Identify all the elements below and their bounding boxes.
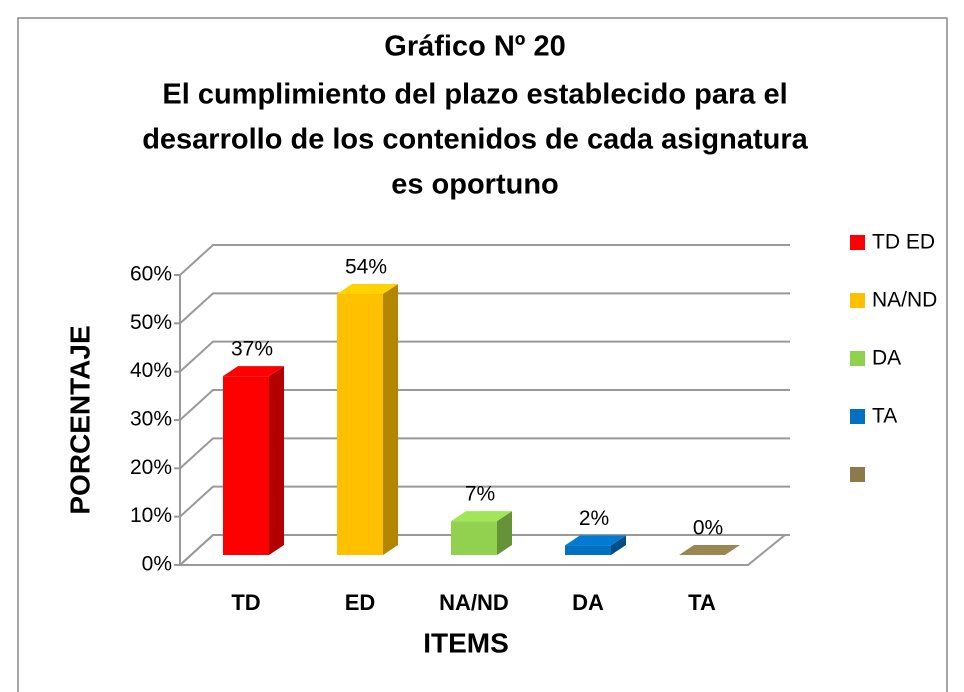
x-tick-label: TA [688, 590, 716, 615]
grid-line [179, 244, 790, 276]
bar-top [679, 545, 740, 555]
bar [337, 294, 383, 555]
x-tick-label: TD [231, 590, 260, 615]
y-tick-label: 60% [130, 263, 172, 286]
bar-side [497, 511, 512, 555]
legend-label: NA/ND [872, 289, 937, 312]
legend-swatch [850, 351, 865, 366]
x-axis-title: ITEMS [423, 627, 509, 658]
y-axis-title: PORCENTAJE [64, 325, 95, 514]
bar-side [611, 535, 626, 555]
bar-side [383, 284, 398, 555]
grid-line [179, 534, 790, 566]
bar [223, 376, 269, 555]
x-tick-label: NA/ND [439, 590, 509, 615]
legend-swatch [850, 235, 865, 250]
grid-line [179, 485, 790, 518]
legend-label: TA [872, 405, 897, 428]
legend-swatch [850, 467, 865, 482]
x-tick-label: ED [345, 590, 376, 615]
bar [565, 545, 611, 555]
data-label: 2% [579, 507, 609, 530]
x-tick-label: DA [572, 590, 604, 615]
y-tick-label: 50% [130, 311, 172, 334]
grid-line [179, 389, 790, 421]
y-tick-label: 10% [130, 504, 172, 527]
chart-frame [17, 17, 948, 692]
grid-line [179, 292, 790, 325]
y-tick-label: 40% [130, 359, 172, 382]
chart-title: desarrollo de los contenidos de cada asi… [142, 124, 808, 156]
legend-label: DA [872, 347, 901, 370]
data-label: 54% [345, 256, 387, 279]
legend-label: TD ED [872, 231, 935, 254]
grid-line [179, 340, 790, 373]
data-label: 7% [465, 483, 495, 506]
legend-swatch [850, 409, 865, 424]
bar-top [223, 366, 284, 377]
data-label: 37% [231, 338, 273, 361]
chart-title: es oportuno [391, 169, 559, 201]
bar-side [269, 366, 284, 555]
y-tick-label: 30% [130, 408, 172, 431]
legend-swatch [850, 293, 865, 308]
y-tick-label: 0% [142, 553, 172, 576]
chart-title: Gráfico Nº 20 [384, 31, 565, 63]
bar-top [451, 511, 512, 522]
bar-top [337, 284, 398, 294]
data-label: 0% [693, 517, 723, 540]
grid-line [179, 437, 790, 470]
bar-top [565, 535, 626, 546]
chart-title: El cumplimiento del plazo establecido pa… [162, 79, 787, 111]
bar [451, 521, 497, 555]
y-tick-label: 20% [130, 456, 172, 479]
